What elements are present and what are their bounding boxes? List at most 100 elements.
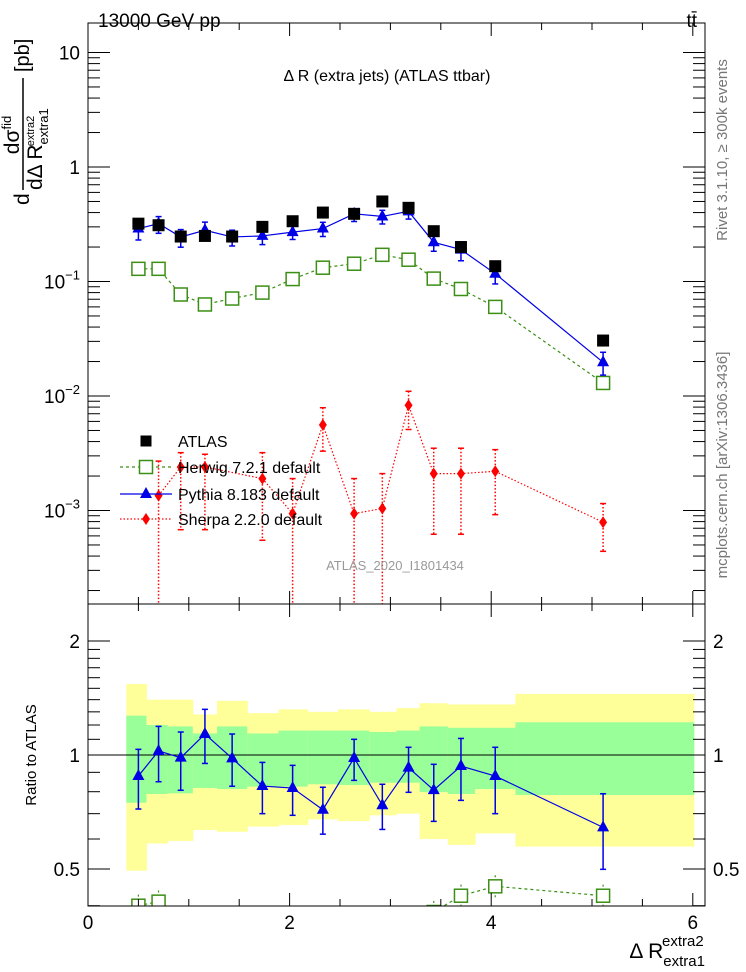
herwig-point: [151, 261, 166, 277]
x-tick-label: 4: [486, 913, 497, 934]
herwig-ratio-point: [226, 952, 239, 965]
stat-uncertainty-band: [278, 730, 309, 787]
mcplots-label: mcplots.cern.ch [arXiv:1306.3436]: [714, 352, 731, 579]
herwig-ratio-point: [426, 904, 441, 906]
legend-marker-herwig: [138, 459, 154, 475]
legend-label-herwig: Herwig 7.2.1 default: [178, 460, 321, 477]
atlas-point: [489, 260, 502, 273]
herwig-point: [131, 261, 146, 277]
y-title-numerator: dσfid: [0, 116, 24, 154]
herwig-point: [285, 271, 300, 287]
y-title-unit: [pb]: [12, 39, 34, 72]
pythia-ratio-point: [152, 743, 165, 755]
y-tick-label: 10: [59, 44, 80, 65]
ratio-y-axis-title: Ratio to ATLAS: [23, 704, 40, 805]
atlas-point: [256, 220, 269, 233]
pythia-ratio-point: [489, 769, 502, 781]
y-tick-label: 1: [69, 158, 80, 179]
herwig-ratio-point: [595, 888, 611, 903]
herwig-ratio-point: [487, 879, 503, 894]
ratio-plot-marks: [131, 708, 611, 965]
herwig-ratio-point: [348, 912, 361, 925]
sherpa-point: [258, 472, 267, 485]
herwig-point: [315, 260, 331, 275]
herwig-point: [453, 281, 469, 297]
pythia-ratio-point: [132, 769, 145, 781]
legend-marker-atlas: [140, 435, 152, 447]
atlas-point: [427, 225, 440, 238]
stat-uncertainty-band: [515, 722, 695, 796]
ratio-bands: [126, 683, 695, 871]
atlas-point: [597, 334, 610, 347]
legend-marker-pythia: [140, 487, 152, 498]
sherpa-point: [404, 399, 413, 412]
pythia-ratio-point: [198, 727, 211, 739]
y-title-prefix: d: [11, 193, 34, 205]
y-tick-label: 10−2: [44, 382, 80, 408]
pythia-ratio-point: [376, 798, 389, 810]
herwig-point: [346, 256, 362, 271]
stat-uncertainty-band: [126, 715, 147, 803]
atlas-point: [454, 241, 467, 254]
energy-label: 13000 GeV pp: [98, 11, 221, 32]
pythia-ratio-point: [427, 783, 440, 795]
pythia-ratio-point: [597, 820, 610, 832]
y-title-denominator: dΔ Rextra1extra2: [24, 108, 51, 190]
sherpa-point: [350, 507, 359, 520]
pythia-ratio-point: [226, 751, 239, 763]
atlas-point: [174, 230, 187, 243]
main-y-axis-title: d dσfid dΔ Rextra1extra2 [pb]: [0, 39, 51, 205]
stat-uncertainty-band: [369, 732, 397, 783]
sherpa-point: [154, 489, 163, 502]
atlas-point: [152, 219, 165, 232]
pythia-ratio-point: [286, 781, 299, 793]
atlas-point: [226, 230, 239, 243]
atlas-point: [376, 195, 389, 208]
stat-uncertainty-band: [247, 733, 280, 787]
herwig-point: [197, 297, 213, 312]
pythia-point: [427, 235, 440, 247]
atlas-point: [348, 207, 361, 220]
sherpa-point: [491, 465, 500, 478]
legend-label-pythia: Pythia 8.183 default: [178, 487, 320, 504]
herwig-point: [401, 252, 416, 267]
ratio-y-tick-label-right: 1: [713, 746, 724, 767]
atlas-point: [286, 215, 299, 228]
herwig-point: [173, 287, 188, 302]
legend-label-atlas: ATLAS: [178, 434, 228, 451]
sherpa-point: [599, 516, 608, 529]
pythia-point: [316, 221, 329, 233]
legend-marker-sherpa: [142, 513, 150, 525]
x-tick-label: 0: [83, 913, 94, 934]
sherpa-point: [176, 460, 185, 473]
herwig-point: [375, 247, 390, 263]
pythia-ratio-point: [454, 759, 467, 771]
ratio-y-tick-label: 2: [69, 632, 80, 653]
rivet-label: Rivet 3.1.10, ≥ 300k events: [714, 59, 731, 241]
sherpa-point: [200, 460, 209, 473]
x-axis-title: Δ Rextra1extra2: [629, 933, 705, 970]
ratio-y-tick-label-right: 2: [713, 632, 724, 653]
process-label: tt̄: [686, 11, 697, 32]
pythia-ratio-point: [402, 760, 415, 772]
stat-uncertainty-band: [307, 730, 339, 785]
herwig-ratio-point: [316, 931, 329, 944]
ratio-y-tick-label: 1: [69, 746, 80, 767]
atlas-point: [316, 206, 329, 219]
y-tick-label: 10−3: [44, 497, 80, 523]
ratio-plot-frame: [87, 603, 706, 907]
ratio-y-tick-label-right: 0.5: [713, 860, 739, 881]
sherpa-point: [288, 507, 297, 520]
legend-label-sherpa: Sherpa 2.2.0 default: [178, 512, 323, 529]
atlas-point: [198, 229, 211, 242]
pythia-ratio-point: [316, 802, 329, 814]
pythia-ratio-point: [256, 779, 269, 791]
x-tick-label: 2: [284, 913, 295, 934]
herwig-ratio-point: [376, 926, 389, 939]
herwig-ratio-line: [138, 885, 604, 906]
pythia-point: [597, 355, 610, 367]
sherpa-point: [378, 502, 387, 515]
main-plot-marks: [131, 195, 611, 604]
herwig-point: [426, 271, 441, 286]
ratio-y-tick-label: 0.5: [54, 860, 80, 881]
